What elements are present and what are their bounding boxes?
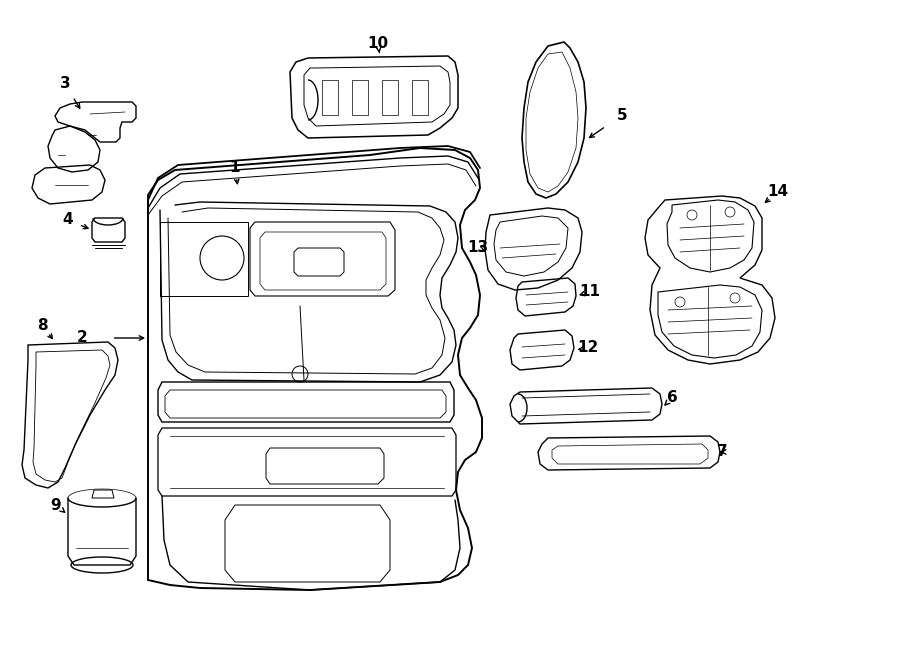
Text: 13: 13 — [467, 241, 489, 256]
Text: 9: 9 — [50, 498, 61, 512]
Text: 2: 2 — [76, 330, 87, 346]
Text: 1: 1 — [230, 161, 240, 176]
Text: 7: 7 — [716, 444, 727, 459]
Text: 14: 14 — [768, 184, 788, 200]
Text: 4: 4 — [63, 212, 73, 227]
Text: 5: 5 — [616, 108, 627, 122]
Text: 8: 8 — [37, 317, 48, 332]
Text: 3: 3 — [59, 77, 70, 91]
Text: 6: 6 — [667, 391, 678, 405]
Text: 12: 12 — [578, 340, 599, 356]
Text: 11: 11 — [580, 284, 600, 299]
Text: 10: 10 — [367, 36, 389, 52]
